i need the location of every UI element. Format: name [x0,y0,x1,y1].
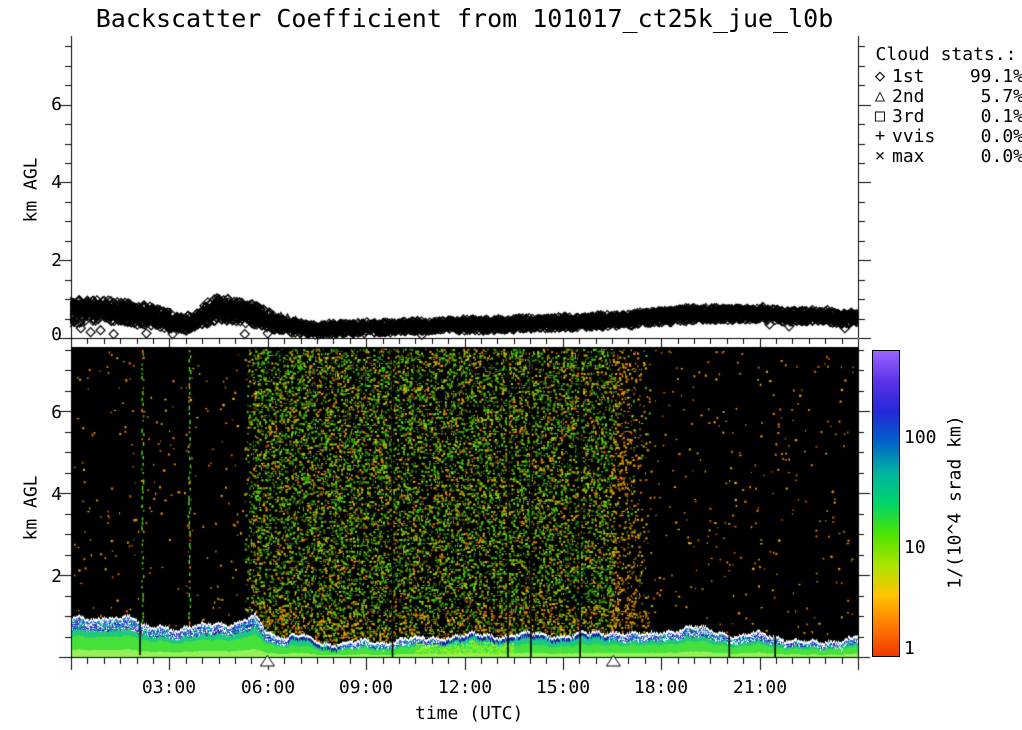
x-tick-2100: 21:00 [732,677,788,698]
cloud-stats-legend: Cloud stats.: ◇ 1st 99.1% △ 2nd 5.7% □ 3… [868,44,1022,167]
legend-row-2nd: △ 2nd 5.7% [868,85,1022,107]
legend-row-3rd: □ 3rd 0.1% [868,105,1022,127]
legend-label: max [892,145,925,167]
x-tick-1200: 12:00 [437,677,493,698]
top-y-tick-2: 2 [51,250,62,271]
colorbar-tick-100: 100 [904,427,937,448]
bottom-y-tick-4: 4 [51,484,62,505]
square-marker-icon: □ [874,106,886,126]
legend-title: Cloud stats.: [875,44,1017,65]
cross-marker-icon: × [874,146,886,166]
x-tick-1800: 18:00 [633,677,689,698]
x-tick-0600: 06:00 [240,677,296,698]
colorbar [872,350,900,657]
legend-value: 0.0% [980,125,1022,147]
colorbar-tick-10: 10 [904,537,926,558]
x-tick-0300: 03:00 [141,677,197,698]
bottom-y-tick-6: 6 [51,402,62,423]
top-y-tick-0: 0 [51,324,62,345]
legend-label: 1st [892,65,925,87]
legend-value: 5.7% [980,85,1022,107]
legend-row-1st: ◇ 1st 99.1% [868,65,1022,87]
legend-label: 2nd [892,85,925,107]
legend-row-vvis: + vvis 0.0% [868,125,1022,147]
legend-label: vvis [892,125,936,147]
legend-value: 0.1% [980,105,1022,127]
diamond-marker-icon: ◇ [874,66,886,86]
top-y-tick-6: 6 [51,94,62,115]
bottom-y-tick-2: 2 [51,566,62,587]
top-y-tick-4: 4 [51,172,62,193]
x-axis-label: time (UTC) [415,703,524,724]
colorbar-tick-1: 1 [904,638,915,659]
legend-value: 0.0% [980,145,1022,167]
x-tick-1500: 15:00 [535,677,591,698]
legend-row-max: × max 0.0% [868,145,1022,167]
triangle-marker-icon: △ [874,86,886,106]
legend-value: 99.1% [969,65,1022,87]
plus-marker-icon: + [874,126,886,146]
plot-title: Backscatter Coefficient from 101017_ct25… [95,4,834,33]
x-tick-0900: 09:00 [338,677,394,698]
legend-label: 3rd [892,105,925,127]
colorbar-unit-label: 1/(10^4 srad km) [944,415,966,589]
